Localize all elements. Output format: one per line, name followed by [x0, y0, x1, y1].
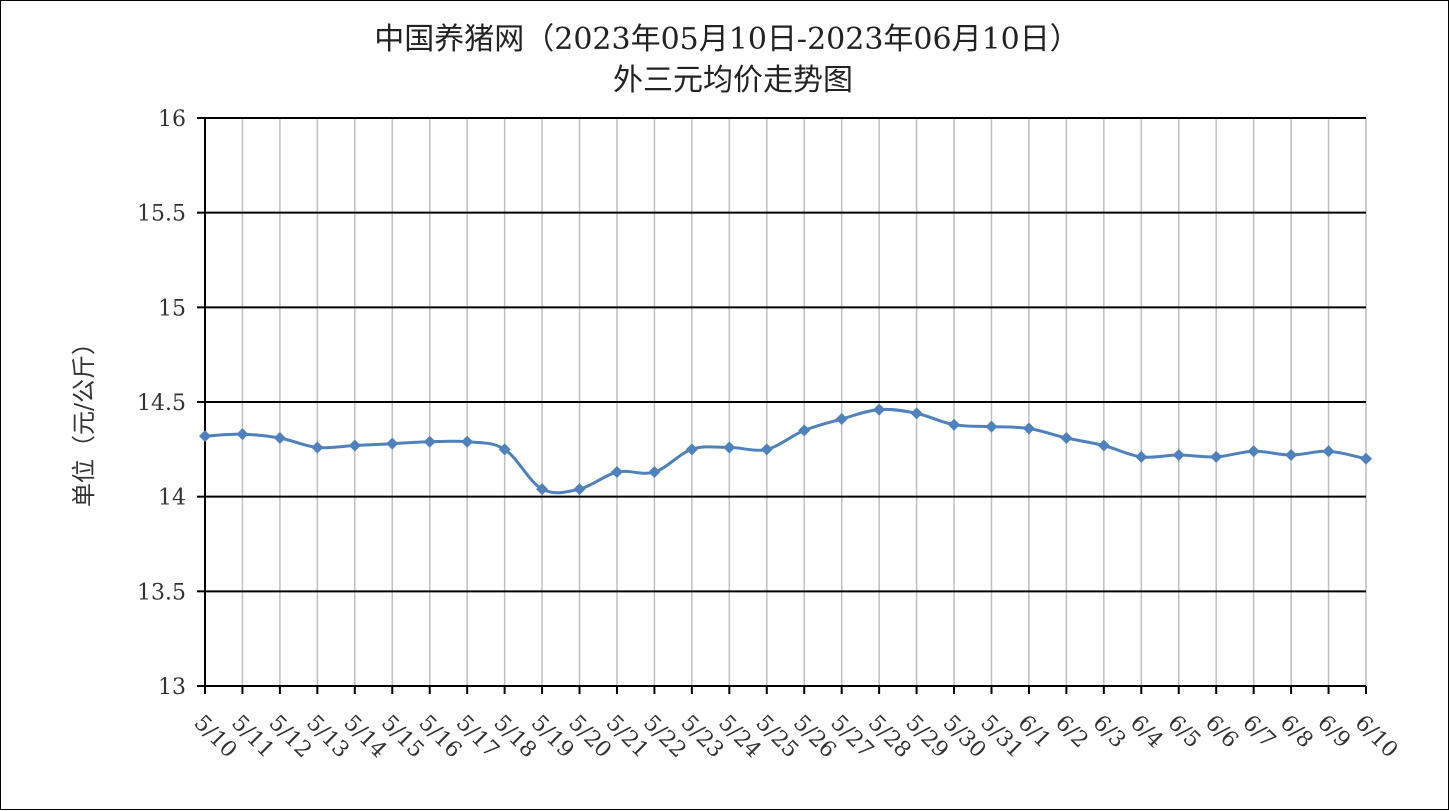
- y-axis-label: 单位（元/公斤）: [70, 331, 98, 507]
- data-point-marker: [461, 435, 474, 448]
- y-tick-label: 16: [158, 107, 186, 132]
- data-point-marker: [1060, 431, 1073, 444]
- data-point-marker: [1135, 450, 1148, 463]
- series-layer: [199, 403, 1372, 496]
- data-point-marker: [536, 483, 549, 496]
- data-point-marker: [985, 420, 998, 433]
- x-tick-label: 6/6: [1200, 711, 1243, 754]
- data-point-marker: [1360, 452, 1372, 465]
- data-point-marker: [1097, 439, 1110, 452]
- x-tick-labels: 5/105/115/125/135/145/155/165/175/185/19…: [189, 711, 1403, 764]
- x-tick-label: 6/2: [1050, 711, 1093, 754]
- y-tick-label: 14: [158, 486, 186, 511]
- data-point-marker: [685, 443, 698, 456]
- data-point-marker: [610, 466, 623, 479]
- axis-layer: [197, 117, 1367, 694]
- data-point-marker: [1022, 422, 1035, 435]
- data-point-marker: [1322, 445, 1335, 458]
- chart-subtitle: 外三元均价走势图: [613, 63, 853, 98]
- data-point-marker: [1172, 449, 1185, 462]
- data-point-marker: [948, 418, 961, 431]
- x-tick-label: 5/10: [189, 711, 242, 764]
- data-point-marker: [573, 483, 586, 496]
- data-point-marker: [873, 403, 886, 416]
- data-point-marker: [423, 435, 436, 448]
- data-point-marker: [348, 439, 361, 452]
- x-tick-label: 6/5: [1162, 711, 1205, 754]
- data-point-marker: [1247, 445, 1260, 458]
- data-point-marker: [910, 407, 923, 420]
- data-point-marker: [386, 437, 399, 450]
- x-tick-label: 6/8: [1275, 711, 1318, 754]
- y-tick-label: 14.5: [137, 391, 186, 416]
- y-tick-label: 13: [158, 675, 186, 700]
- data-point-marker: [835, 413, 848, 426]
- data-point-marker: [273, 431, 286, 444]
- data-point-marker: [199, 430, 211, 443]
- x-tick-label: 6/9: [1312, 711, 1355, 754]
- x-tick-label: 6/7: [1237, 711, 1280, 754]
- y-tick-label: 13.5: [137, 580, 186, 605]
- data-point-marker: [1285, 449, 1298, 462]
- y-tick-label: 15: [158, 296, 186, 321]
- x-tick-label: 6/10: [1350, 711, 1403, 764]
- y-tick-labels: 13 13.5 14 14.5 15 15.5 16: [137, 107, 186, 700]
- chart-title: 中国养猪网（2023年05月10日-2023年06月10日）: [374, 22, 1080, 57]
- x-tick-label: 6/4: [1125, 711, 1168, 754]
- grid-layer: [204, 117, 1367, 686]
- data-point-marker: [798, 424, 811, 437]
- x-tick-label: 6/3: [1088, 711, 1131, 754]
- data-point-marker: [236, 428, 249, 441]
- series-line: [203, 407, 1368, 495]
- data-point-marker: [723, 441, 736, 454]
- data-point-marker: [498, 443, 511, 456]
- data-point-marker: [311, 441, 324, 454]
- data-point-marker: [760, 443, 773, 456]
- data-point-marker: [648, 466, 661, 479]
- data-point-marker: [1210, 450, 1223, 463]
- y-tick-label: 15.5: [137, 202, 186, 227]
